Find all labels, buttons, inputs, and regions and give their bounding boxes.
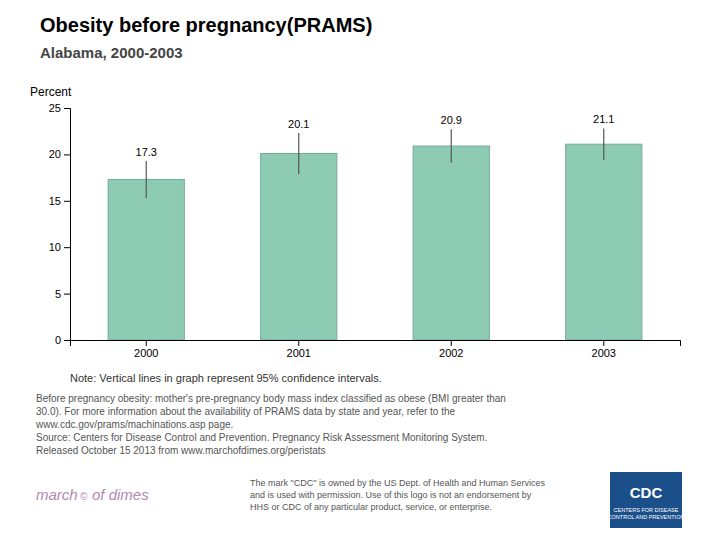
y-tick-mark: [64, 201, 70, 202]
bar: [413, 146, 489, 340]
data-label: 20.9: [441, 114, 462, 126]
title: Obesity before pregnancy(PRAMS): [40, 14, 372, 36]
logo-text: march: [36, 486, 78, 503]
footnote: Before pregnancy obesity: mother's pre-p…: [35, 393, 506, 456]
subtitle: Alabama, 2000-2003: [40, 44, 183, 61]
disclaimer-line: and is used with permission. Use of this…: [250, 490, 532, 500]
logo-text: ©: [80, 491, 88, 502]
footnote-line: Released October 15 2013 from www.marcho…: [36, 445, 326, 456]
logo-text: of dimes: [92, 486, 149, 503]
x-tick: 2000: [134, 340, 158, 359]
logo-text: CONTROL AND PREVENTION: [608, 514, 685, 520]
x-tick-mark: [298, 340, 299, 346]
data-label: 21.1: [593, 113, 614, 125]
y-tick-mark: [64, 247, 70, 248]
y-tick-mark: [64, 340, 70, 341]
footnote-line: Source: Centers for Disease Control and …: [36, 432, 487, 443]
y-tick: 5: [55, 288, 70, 300]
y-axis-line: [64, 109, 71, 341]
chart: Obesity before pregnancy(PRAMS) Alabama, …: [0, 0, 720, 540]
bar: [566, 144, 642, 340]
y-tick-mark: [64, 154, 70, 155]
footnote-line: 30.0). For more information about the av…: [36, 406, 456, 417]
x-tick: 2001: [287, 340, 311, 359]
y-tick-label: 0: [55, 334, 61, 346]
x-tick-label: 2002: [439, 347, 463, 359]
bar: [108, 179, 184, 340]
note: Note: Vertical lines in graph represent …: [70, 372, 382, 384]
disclaimer-line: HHS or CDC of any particular product, se…: [250, 502, 492, 512]
bar: [261, 153, 337, 340]
error-bar: [146, 161, 147, 198]
y-tick-mark: [64, 294, 70, 295]
y-tick-label: 20: [49, 148, 61, 160]
footnote-line: www.cdc.gov/prams/machinations.asp page.: [35, 419, 233, 430]
x-tick-label: 2001: [287, 347, 311, 359]
y-tick-label: 5: [55, 288, 61, 300]
logo-text: CDC: [630, 484, 663, 501]
x-axis-line: [71, 341, 681, 347]
y-tick: 20: [49, 148, 70, 160]
y-tick-label: 15: [49, 195, 61, 207]
footnote-line: Before pregnancy obesity: mother's pre-p…: [36, 393, 506, 404]
error-bar: [603, 128, 604, 160]
y-axis: 0 5 10 15 20 25: [49, 102, 71, 346]
x-tick: 2002: [439, 340, 463, 359]
data-label: 20.1: [288, 118, 309, 130]
y-tick-mark: [64, 108, 70, 109]
error-bar: [451, 129, 452, 162]
y-tick: 15: [49, 195, 70, 207]
marks: [108, 128, 642, 340]
y-tick: 10: [49, 241, 70, 253]
data-labels: 17.3 20.1 20.9 21.1: [136, 113, 615, 157]
y-tick: 0: [55, 334, 70, 346]
x-tick-mark: [451, 340, 452, 346]
plot: 0 5 10 15 20 25 2000 2001 2002 2003 Percent 17.3 20.…: [30, 85, 681, 359]
y-tick-label: 25: [49, 102, 61, 114]
x-tick-mark: [603, 340, 604, 346]
y-tick: 25: [49, 102, 70, 114]
x-axis: 2000 2001 2002 2003: [71, 340, 681, 359]
error-bar: [298, 133, 299, 174]
x-tick: 2003: [592, 340, 616, 359]
x-tick-label: 2000: [134, 347, 158, 359]
x-tick-mark: [146, 340, 147, 346]
data-label: 17.3: [136, 146, 157, 158]
y-axis-title: Percent: [30, 85, 72, 99]
logo-text: CENTERS FOR DISEASE: [614, 507, 679, 513]
disclaimer-line: The mark "CDC" is owned by the US Dept. …: [250, 478, 546, 488]
y-tick-label: 10: [49, 241, 61, 253]
x-tick-label: 2003: [592, 347, 616, 359]
